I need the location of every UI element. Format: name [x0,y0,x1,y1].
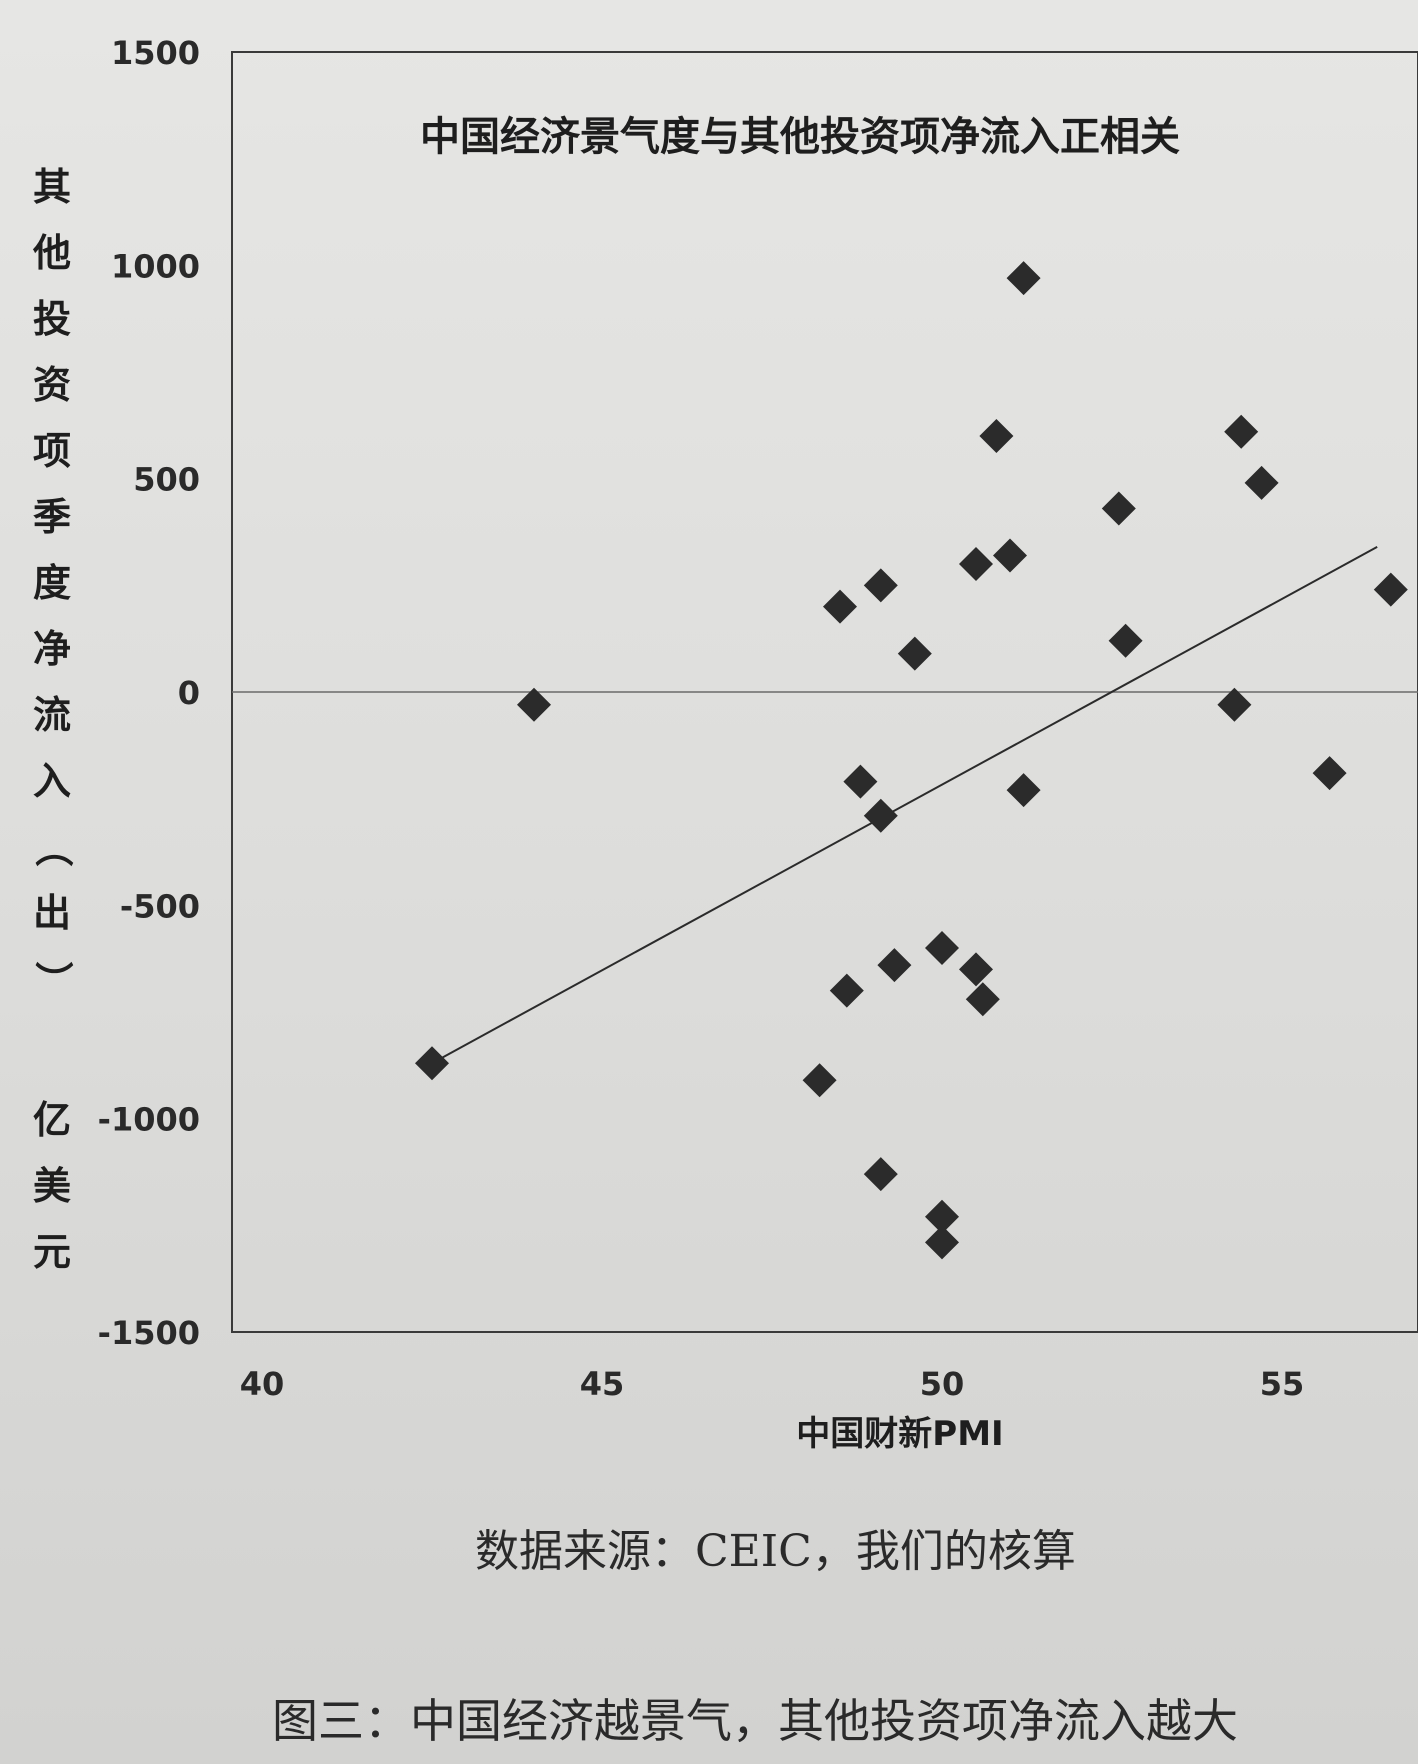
data-point [863,1157,898,1192]
y-axis-label-char: 资 [33,363,71,407]
data-point [1244,465,1279,500]
data-point [1006,261,1041,296]
y-axis-label-char: 亿 [33,1098,71,1142]
y-axis-ticks: 1500 1000 500 0 -500 -1000 -1500 [98,34,200,1352]
data-point [829,973,864,1008]
x-axis-ticks: 40 45 50 55 [240,1365,1305,1403]
data-point [843,764,878,799]
x-tick-label: 45 [580,1365,625,1403]
data-point [863,568,898,603]
y-axis-label-char: 元 [33,1230,71,1274]
x-axis-label: 中国财新PMI [796,1414,1003,1454]
scatter-chart: 1500 1000 500 0 -500 -1000 -1500 40 45 50 55 中国经济… [31,34,1418,1454]
data-point [877,948,912,983]
y-axis-label-char: 美 [33,1164,71,1208]
y-axis-label-char: 投 [33,297,71,341]
data-point [1101,491,1136,526]
data-point [993,538,1027,573]
y-tick-label: 0 [178,674,200,712]
y-axis-label-char: 净 [33,627,71,671]
data-source-note: 数据来源：CEIC，我们的核算 [475,1526,1076,1577]
data-point [517,687,551,722]
y-axis-label-char: ） [31,961,75,999]
data-points [415,261,1408,1260]
x-tick-label: 55 [1260,1365,1305,1403]
y-tick-label: -500 [120,887,200,925]
x-tick-label: 40 [240,1365,285,1403]
data-point [1006,773,1041,808]
data-point [897,636,932,671]
y-tick-label: -1500 [98,1314,200,1352]
data-point [1217,687,1252,722]
y-tick-label: 1500 [111,34,200,72]
x-tick-label: 50 [920,1365,965,1403]
y-tick-label: 1000 [111,247,200,285]
y-axis-label-char: 流 [33,693,71,737]
data-point [1224,414,1259,449]
data-point [925,931,959,965]
data-point [863,798,898,833]
data-point [1108,623,1143,658]
data-point [959,547,993,581]
data-point [802,1063,837,1098]
data-point [979,419,1014,453]
data-point [965,982,1000,1017]
data-point [925,1225,959,1260]
y-axis-label-char: 他 [32,231,71,275]
y-axis-label-char: 度 [33,561,71,605]
data-point [959,952,993,987]
y-axis-label-char: 入 [33,759,71,803]
y-axis-label-char: 季 [33,495,71,539]
y-axis-label-char: 出 [33,891,71,935]
chart-title: 中国经济景气度与其他投资项净流入正相关 [420,114,1180,160]
trendline [431,546,1378,1065]
data-point [823,589,857,624]
y-axis-label-char: （ [31,829,75,867]
y-axis-label-char: 项 [33,429,71,473]
data-point [925,1199,959,1234]
data-point [1312,756,1347,791]
y-axis-label-char: 其 [33,165,71,209]
y-tick-label: -1000 [98,1101,200,1139]
data-point [415,1046,449,1081]
y-tick-label: 500 [133,461,200,499]
figure-caption: 图三：中国经济越景气，其他投资项净流入越大 [272,1694,1238,1748]
data-point [1373,572,1408,607]
